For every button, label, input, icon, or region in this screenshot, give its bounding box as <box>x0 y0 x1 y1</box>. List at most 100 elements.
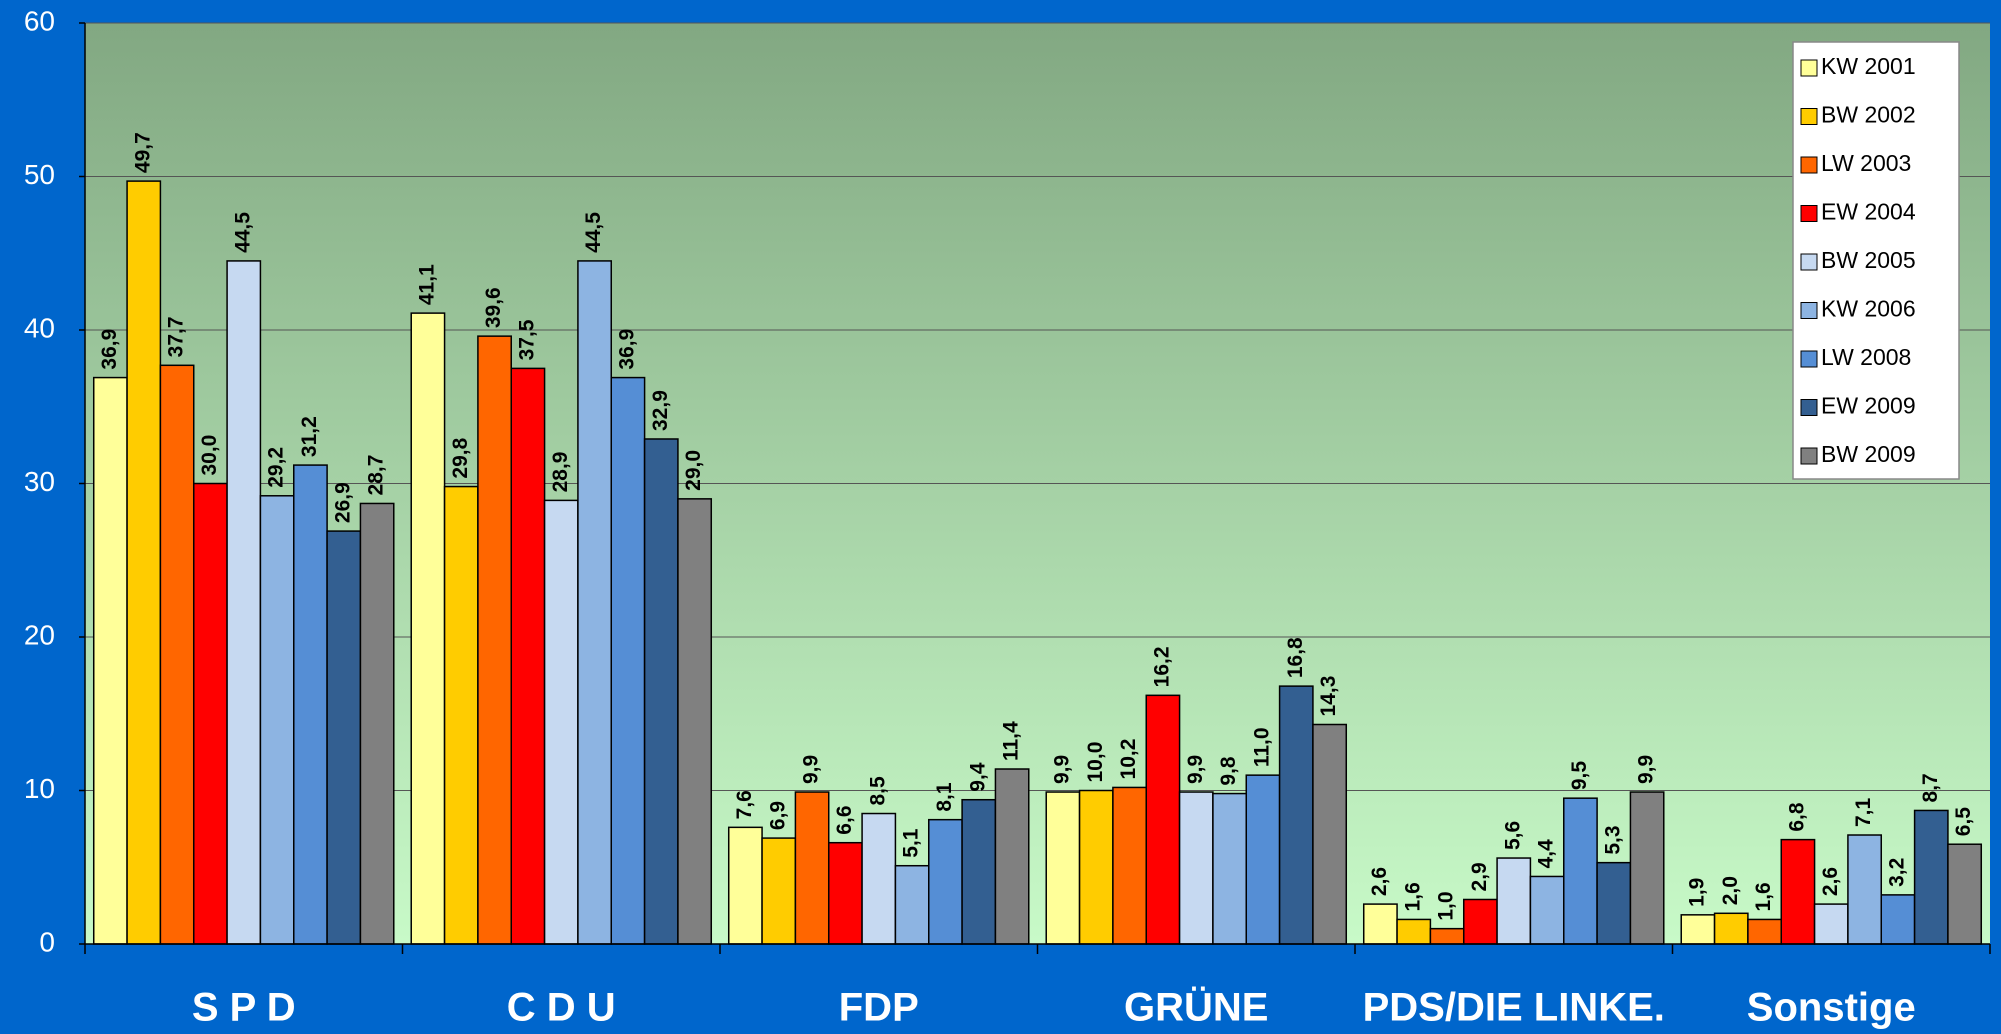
value-label: 5,6 <box>1501 821 1524 850</box>
legend-swatch <box>1800 108 1818 125</box>
value-label: 9,9 <box>1184 755 1207 784</box>
bar <box>159 364 195 945</box>
value-label: 10,2 <box>1117 739 1140 780</box>
value-label: 29,0 <box>682 450 705 491</box>
x-tick-label: S P D <box>192 986 296 1030</box>
value-label: 6,5 <box>1952 807 1975 837</box>
value-label: 14,3 <box>1317 676 1340 717</box>
value-label: 36,9 <box>615 329 638 370</box>
value-label: 37,7 <box>165 316 188 357</box>
bar <box>1396 918 1432 945</box>
bar <box>1780 838 1816 945</box>
bar <box>610 376 646 945</box>
bar <box>1429 927 1465 945</box>
legend-label: BW 2009 <box>1821 441 1916 467</box>
legend-label: LW 2003 <box>1821 150 1911 176</box>
bar <box>1629 791 1665 945</box>
value-label: 6,9 <box>766 801 789 830</box>
value-label: 6,8 <box>1785 802 1808 832</box>
value-label: 11,4 <box>1000 721 1023 761</box>
bar <box>1462 898 1498 945</box>
bar <box>1045 791 1081 945</box>
bar <box>1563 797 1598 945</box>
bar <box>1680 914 1716 945</box>
bar <box>1596 861 1632 945</box>
bar <box>1747 918 1782 945</box>
bar <box>1913 809 1949 945</box>
legend-label: LW 2008 <box>1821 344 1911 370</box>
value-label: 31,2 <box>298 416 321 457</box>
bar <box>727 826 763 945</box>
bar <box>861 812 897 945</box>
bar <box>994 768 1030 945</box>
value-label: 6,6 <box>833 805 856 834</box>
bar <box>1078 789 1114 945</box>
value-label: 5,1 <box>900 828 923 858</box>
value-label: 16,8 <box>1284 637 1307 678</box>
value-label: 37,5 <box>515 319 538 360</box>
legend-label: EW 2004 <box>1821 199 1916 225</box>
bar <box>510 367 546 945</box>
bar <box>226 260 262 945</box>
bar <box>1245 774 1281 945</box>
y-tick-label: 0 <box>39 926 55 957</box>
x-tick-label: GRÜNE <box>1124 985 1268 1030</box>
value-label: 8,1 <box>933 782 956 812</box>
y-tick-label: 60 <box>24 5 55 36</box>
legend-swatch <box>1800 59 1818 77</box>
bar <box>1145 694 1181 945</box>
bar <box>410 312 446 945</box>
legend-swatch <box>1800 156 1818 174</box>
value-label: 44,5 <box>231 212 254 253</box>
legend-swatch <box>1800 205 1818 222</box>
value-label: 39,6 <box>482 287 505 328</box>
y-tick-label: 50 <box>24 159 55 190</box>
bar <box>1847 834 1883 945</box>
x-tick-label: Sonstige <box>1747 986 1916 1030</box>
value-label: 1,6 <box>1401 882 1424 911</box>
bar <box>1880 894 1916 945</box>
bar <box>1947 843 1983 945</box>
legend-label: BW 2005 <box>1821 247 1916 273</box>
bar <box>477 335 512 945</box>
value-label: 41,1 <box>415 264 438 305</box>
value-label: 5,3 <box>1601 825 1624 854</box>
legend-box <box>1792 41 1960 480</box>
bar <box>894 864 930 945</box>
x-tick-label: PDS/DIE LINKE. <box>1363 986 1665 1030</box>
bar <box>293 464 328 945</box>
bar <box>443 485 479 945</box>
value-label: 7,1 <box>1852 798 1875 828</box>
legend-label: KW 2006 <box>1821 296 1916 322</box>
bar <box>1178 791 1214 945</box>
value-label: 2,6 <box>1368 867 1391 896</box>
bar <box>1529 875 1565 945</box>
value-label: 2,0 <box>1719 876 1742 905</box>
value-label: 9,8 <box>1217 756 1240 786</box>
bar <box>543 499 579 945</box>
bar <box>126 180 162 945</box>
bar <box>1362 903 1398 945</box>
bar <box>677 498 713 945</box>
bar <box>192 482 228 945</box>
y-tick-label: 30 <box>24 466 55 497</box>
x-tick-label: C D U <box>507 986 616 1030</box>
bar <box>827 841 863 945</box>
value-label: 2,9 <box>1468 862 1491 891</box>
value-label: 1,9 <box>1685 878 1708 907</box>
bar <box>643 438 679 945</box>
value-label: 9,9 <box>800 755 823 784</box>
bar <box>259 495 295 945</box>
value-label: 1,0 <box>1435 891 1458 920</box>
bar <box>1312 723 1348 945</box>
value-label: 29,8 <box>449 437 472 478</box>
value-label: 36,9 <box>98 329 121 370</box>
value-label: 29,2 <box>265 447 288 488</box>
bar <box>577 260 613 945</box>
legend-label: BW 2002 <box>1821 102 1916 128</box>
value-label: 1,6 <box>1752 882 1775 911</box>
legend-swatch <box>1800 447 1818 465</box>
bar <box>761 837 797 945</box>
legend-swatch <box>1800 253 1818 271</box>
